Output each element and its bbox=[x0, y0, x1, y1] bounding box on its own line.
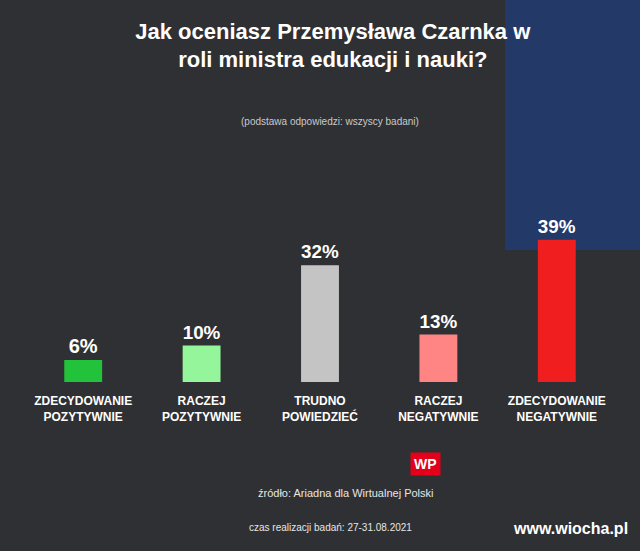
svg-text:www.wiocha.pl: www.wiocha.pl bbox=[513, 520, 628, 537]
svg-text:Jak oceniasz Przemysława Czarn: Jak oceniasz Przemysława Czarnka wroli m… bbox=[135, 19, 531, 73]
svg-text:6%: 6% bbox=[69, 335, 98, 357]
svg-text:RACZEJPOZYTYWNIE: RACZEJPOZYTYWNIE bbox=[162, 394, 241, 424]
svg-text:32%: 32% bbox=[301, 241, 339, 262]
svg-text:ZDECYDOWANIENEGATYWNIE: ZDECYDOWANIENEGATYWNIE bbox=[508, 394, 606, 424]
svg-text:źródło: Ariadna dla Wirtualnej: źródło: Ariadna dla Wirtualnej Polski bbox=[258, 487, 433, 499]
svg-text:13%: 13% bbox=[419, 311, 457, 332]
svg-text:RACZEJNEGATYWNIE: RACZEJNEGATYWNIE bbox=[398, 394, 478, 424]
svg-text:TRUDNOPOWIEDZIEĆ: TRUDNOPOWIEDZIEĆ bbox=[282, 394, 358, 424]
svg-text:ZDECYDOWANIEPOZYTYWNIE: ZDECYDOWANIEPOZYTYWNIE bbox=[34, 394, 132, 424]
svg-text:(podstawa odpowiedzi: wszyscy: (podstawa odpowiedzi: wszyscy badani) bbox=[241, 116, 419, 127]
svg-text:10%: 10% bbox=[183, 322, 221, 343]
svg-text:WP: WP bbox=[414, 456, 437, 472]
svg-text:39%: 39% bbox=[538, 216, 576, 237]
svg-text:czas realizacji badań: 27-31.0: czas realizacji badań: 27-31.08.2021 bbox=[249, 522, 412, 533]
